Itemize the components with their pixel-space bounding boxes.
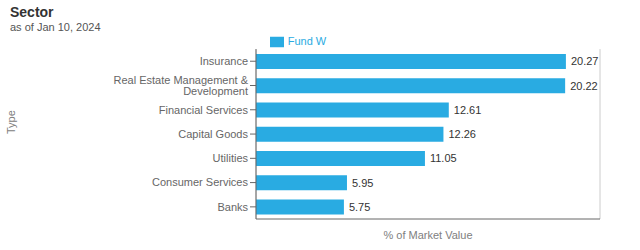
html-text:Fund W: Fund W: [287, 35, 327, 47]
svg-text:Utilities: Utilities: [213, 152, 249, 164]
svg-text:5.75: 5.75: [349, 201, 370, 213]
svg-text:Financial Services: Financial Services: [159, 104, 249, 116]
svg-text:Insurance: Insurance: [200, 55, 248, 67]
svg-text:% of Market Value: % of Market Value: [383, 229, 472, 241]
svg-text:11.05: 11.05: [430, 152, 457, 164]
svg-text:Banks: Banks: [217, 201, 248, 213]
svg-text:12.61: 12.61: [454, 104, 482, 116]
svg-text:12.26: 12.26: [448, 128, 476, 140]
svg-text:5.95: 5.95: [352, 177, 373, 189]
svg-text:Consumer Services: Consumer Services: [152, 176, 248, 188]
svg-text:Type: Type: [8, 110, 17, 134]
svg-text:20.27: 20.27: [571, 55, 599, 67]
svg-text:Capital Goods: Capital Goods: [178, 128, 248, 140]
svg-text:20.22: 20.22: [570, 80, 598, 92]
svg-text:Real Estate Management &Develo: Real Estate Management &Development: [113, 74, 248, 97]
html-text:Sector: Sector: [10, 4, 54, 20]
html-text:as of Jan 10, 2024: as of Jan 10, 2024: [10, 21, 101, 33]
